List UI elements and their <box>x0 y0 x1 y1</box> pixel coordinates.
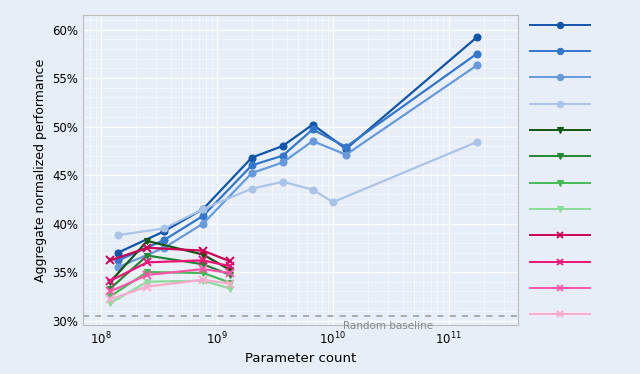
Text: Random baseline: Random baseline <box>343 322 433 331</box>
Y-axis label: Aggregate normalized performance: Aggregate normalized performance <box>34 59 47 282</box>
X-axis label: Parameter count: Parameter count <box>245 352 356 365</box>
